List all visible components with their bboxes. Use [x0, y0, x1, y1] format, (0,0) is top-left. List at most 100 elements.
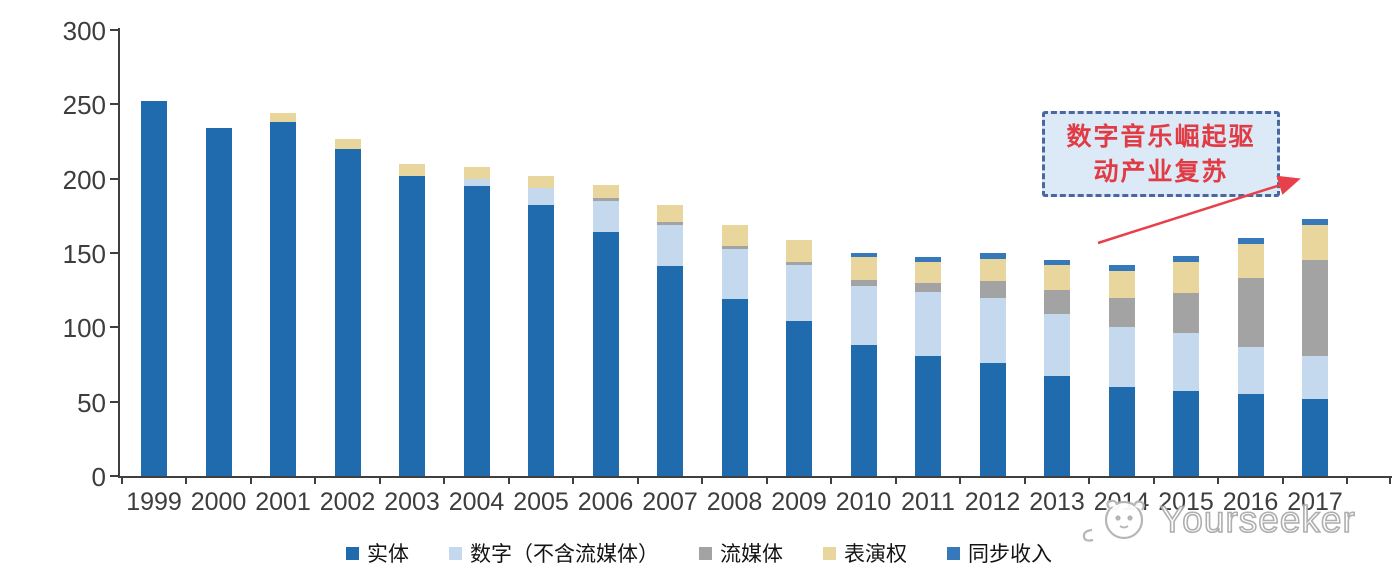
legend-swatch-streaming	[699, 546, 712, 560]
x-axis-tick	[378, 476, 381, 484]
bar-segment-physical-2010	[850, 345, 877, 476]
x-axis-tick	[1281, 476, 1284, 484]
bar-segment-performance-rights-2005	[528, 175, 554, 188]
legend-label-sync-revenue: 同步收入	[968, 542, 1052, 566]
x-axis-tick	[959, 476, 962, 484]
bar-segment-sync-revenue-2016	[1237, 238, 1264, 245]
legend-label-streaming: 流媒体	[720, 542, 783, 566]
x-axis-tick	[1152, 476, 1155, 484]
legend-label-digital-excl-streaming: 数字（不含流媒体）	[470, 542, 659, 566]
x-axis-year-label: 2013	[1029, 488, 1085, 516]
bar-segment-digital-excl-streaming-2009	[786, 264, 812, 322]
bar-segment-physical-2009	[786, 321, 812, 476]
x-axis-year-label: 2009	[771, 488, 827, 516]
bar-segment-digital-excl-streaming-2005	[528, 187, 554, 206]
x-axis-year-label: 2000	[190, 488, 247, 516]
x-axis-year-label: 1999	[126, 488, 182, 516]
bar-segment-physical-2000	[205, 128, 232, 476]
bar-segment-physical-2001	[270, 122, 296, 476]
bar-segment-digital-excl-streaming-2013	[1044, 313, 1070, 377]
x-axis-line	[118, 476, 1392, 478]
bar-segment-digital-excl-streaming-2004	[463, 178, 490, 187]
legend-swatch-digital-excl-streaming	[449, 546, 462, 560]
y-axis-tick	[110, 103, 119, 106]
bar-segment-digital-excl-streaming-2010	[850, 285, 877, 346]
bar-segment-performance-rights-2006	[592, 184, 619, 198]
x-axis-tick	[443, 476, 446, 484]
bar-segment-sync-revenue-2015	[1173, 255, 1199, 262]
legend-label-performance-rights: 表演权	[844, 542, 907, 566]
x-axis-year-label: 2007	[642, 488, 698, 516]
watermark-text: Yourseeker	[1159, 498, 1356, 541]
bar-segment-digital-excl-streaming-2007	[657, 224, 683, 267]
x-axis-tick	[572, 476, 575, 484]
legend-item-sync-revenue: 同步收入	[947, 538, 1052, 568]
y-axis-tick-label: 200	[62, 164, 106, 195]
x-axis-tick	[120, 476, 123, 484]
y-axis-tick-label: 100	[62, 313, 106, 344]
bar-segment-streaming-2014	[1108, 297, 1135, 328]
bar-segment-digital-excl-streaming-2011	[915, 291, 941, 356]
bar-segment-performance-rights-2011	[915, 261, 941, 283]
y-axis-tick-label: 150	[62, 239, 106, 269]
x-axis-year-label: 2015	[1158, 488, 1214, 516]
x-axis-tick	[314, 476, 317, 484]
bar-segment-performance-rights-2013	[1044, 264, 1070, 291]
legend-item-physical: 实体	[346, 538, 409, 568]
x-axis-year-label: 2012	[964, 488, 1021, 516]
legend-item-performance-rights: 表演权	[823, 538, 907, 568]
x-axis-tick	[765, 476, 768, 484]
y-axis-tick	[110, 400, 119, 403]
bar-segment-sync-revenue-2013	[1044, 260, 1070, 265]
x-axis-year-label: 2003	[384, 488, 440, 516]
y-axis-line	[118, 28, 120, 478]
x-axis-end-tick	[1389, 476, 1391, 484]
bar-segment-physical-2017	[1302, 398, 1328, 476]
x-axis-tick	[249, 476, 252, 484]
chart-legend: 实体 数字（不含流媒体） 流媒体 表演权 同步收入	[0, 538, 1398, 568]
x-axis-year-label: 2011	[901, 488, 955, 516]
x-axis-tick	[1088, 476, 1091, 484]
x-axis-tick	[507, 476, 510, 484]
bar-segment-physical-2012	[979, 363, 1006, 476]
x-axis-tick	[1346, 476, 1349, 484]
annotation-text-line1: 数字音乐崛起驱	[1066, 122, 1256, 151]
bar-segment-streaming-2008	[721, 245, 748, 249]
bar-segment-streaming-2016	[1237, 278, 1264, 347]
bar-segment-performance-rights-2017	[1302, 224, 1328, 261]
bar-segment-physical-2007	[657, 266, 683, 476]
bar-segment-digital-excl-streaming-2015	[1173, 333, 1199, 392]
annotation-text-line2: 动产业复苏	[1093, 157, 1229, 186]
bar-segment-digital-excl-streaming-2017	[1302, 355, 1328, 399]
bar-segment-physical-2013	[1044, 376, 1070, 476]
x-axis-year-label: 2006	[577, 488, 634, 516]
bar-segment-sync-revenue-2010	[850, 253, 877, 258]
y-axis-tick-label: 250	[62, 90, 106, 121]
x-axis-year-label: 2017	[1287, 488, 1343, 516]
bar-segment-digital-excl-streaming-2014	[1108, 327, 1135, 387]
bar-segment-physical-2011	[915, 355, 941, 476]
y-axis-tick-label: 50	[77, 387, 106, 418]
y-axis-tick	[110, 475, 119, 477]
bar-segment-performance-rights-2008	[721, 224, 748, 246]
bar-segment-performance-rights-2015	[1173, 261, 1199, 294]
x-axis-year-label: 2008	[706, 488, 763, 516]
bar-segment-performance-rights-2007	[657, 205, 683, 222]
bar-segment-physical-1999	[141, 101, 167, 476]
x-axis-year-label: 2010	[835, 488, 892, 516]
x-axis-tick	[830, 476, 833, 484]
bar-segment-physical-2015	[1173, 391, 1199, 476]
bar-segment-performance-rights-2001	[270, 113, 296, 123]
bar-segment-performance-rights-2002	[334, 138, 361, 149]
annotation-callout: 数字音乐崛起驱 动产业复苏	[1042, 111, 1280, 197]
watermark: Yourseeker	[1076, 496, 1356, 544]
bar-segment-physical-2008	[721, 299, 748, 476]
bar-segment-physical-2005	[528, 205, 554, 476]
bar-segment-performance-rights-2003	[399, 163, 425, 176]
bar-segment-digital-excl-streaming-2012	[979, 297, 1006, 363]
bar-segment-streaming-2013	[1044, 290, 1070, 314]
x-axis-tick	[1023, 476, 1026, 484]
x-axis-year-label: 2005	[513, 488, 569, 516]
bar-segment-physical-2014	[1108, 386, 1135, 476]
bar-segment-performance-rights-2016	[1237, 244, 1264, 279]
